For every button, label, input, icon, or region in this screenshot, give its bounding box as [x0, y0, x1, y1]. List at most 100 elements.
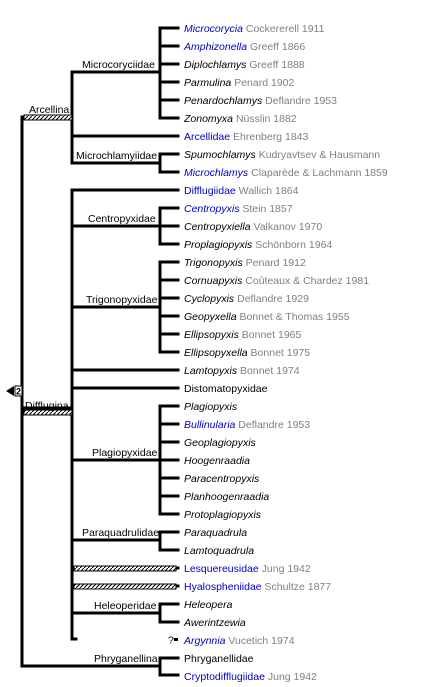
taxon-link[interactable]: Microcorycia	[184, 23, 243, 35]
taxon-authority: Bonnet & Thomas 1955	[237, 311, 350, 323]
taxon-row: Penardochlamys Deflandre 1953	[184, 95, 337, 107]
taxon-authority: Stein 1857	[239, 203, 292, 215]
taxon-authority: Schönborn 1964	[252, 239, 332, 251]
group-label-microchlamyiidae: Microchlamyiidae	[76, 150, 157, 162]
taxon-row: Awerintzewia	[183, 617, 246, 629]
taxon-row[interactable]: Amphizonella Greeff 1866	[183, 41, 305, 53]
taxon-authority: Greeff 1866	[247, 41, 305, 53]
taxon-authority: Jung 1942	[259, 563, 311, 575]
taxon-name: Lamtoquadrula	[184, 545, 254, 557]
taxon-authority: Nüsslin 1882	[233, 113, 297, 125]
taxon-name: Planhoogenraadia	[184, 491, 269, 503]
taxon-row: Distomatopyxidae	[184, 383, 268, 395]
arcellina-hatch	[23, 114, 73, 121]
taxon-authority: Vucetich 1974	[225, 635, 294, 647]
taxon-name: Distomatopyxidae	[184, 383, 268, 395]
taxon-row[interactable]: Bullinularia Deflandre 1953	[184, 419, 310, 431]
taxon-name: Phryganellidae	[184, 653, 254, 665]
taxon-name: Spumochlamys	[184, 149, 257, 161]
taxon-row[interactable]: Cryptodifflugiidae Jung 1942	[184, 671, 317, 683]
difflugina-hatch	[23, 409, 73, 416]
taxon-row: Phryganellidae	[184, 653, 254, 665]
taxon-authority: Cockererell 1911	[243, 23, 325, 35]
taxon-name: Paraquadrula	[184, 527, 247, 539]
taxon-name: Protoplagiopyxis	[184, 509, 262, 521]
taxon-row[interactable]: Centropyxis Stein 1857	[184, 203, 293, 215]
taxon-name: Heleopera	[184, 599, 233, 611]
taxon-row[interactable]: Hyalospheniidae Schultze 1877	[184, 581, 331, 593]
taxon-authority: Greeff 1888	[246, 59, 304, 71]
group-label-phryganellina: Phryganellina	[94, 653, 158, 665]
taxon-row: Paraquadrula	[184, 527, 247, 539]
taxon-row[interactable]: Arcellidae Ehrenberg 1843	[184, 131, 308, 143]
uncertain-stub	[174, 638, 178, 641]
taxon-name: Penardochlamys	[184, 95, 263, 107]
taxon-link[interactable]: Bullinularia	[184, 419, 236, 431]
taxon-link[interactable]: Arcellidae	[184, 131, 230, 143]
hatched-branches	[23, 114, 177, 590]
taxon-authority: Deflandre 1953	[262, 95, 337, 107]
taxon-name: Cornuapyxis	[184, 275, 243, 287]
taxon-row: Lamtopyxis Bonnet 1974	[184, 365, 300, 377]
taxon-row[interactable]: Microcorycia Cockererell 1911	[184, 23, 325, 35]
question-mark: ?	[168, 635, 174, 647]
taxon-name: Ellipsopyxis	[184, 329, 240, 341]
group-label-arcellina: Arcellina	[29, 104, 69, 116]
taxon-link[interactable]: Microchlamys	[184, 167, 249, 179]
group-label-microcoryciidae: Microcoryciidae	[82, 59, 155, 71]
taxon-row: Plagiopyxis	[184, 401, 238, 413]
taxon-row: Centropyxiella Valkanov 1970	[184, 221, 322, 233]
taxon-name: Geopyxella	[184, 311, 237, 323]
group-label-plagiopyxidae: Plagiopyxidae	[92, 447, 158, 459]
taxon-name: Centropyxiella	[184, 221, 251, 233]
left-arrow-icon[interactable]	[6, 386, 14, 396]
group-label-trigonopyxidae: Trigonopyxidae	[86, 294, 158, 306]
taxon-authority: Valkanov 1970	[251, 221, 323, 233]
group-label-difflugina: Difflugina	[25, 400, 69, 412]
taxon-name: Proplagiopyxis	[184, 239, 253, 251]
taxon-row: Diplochlamys Greeff 1888	[184, 59, 305, 71]
taxon-row: Cornuapyxis Coûteaux & Chardez 1981	[184, 275, 369, 287]
taxon-authority: Coûteaux & Chardez 1981	[242, 275, 369, 287]
taxon-name: Parmulina	[184, 77, 231, 89]
taxon-row: Zonomyxa Nüsslin 1882	[183, 113, 297, 125]
taxon-authority: Jung 1942	[265, 671, 317, 683]
taxon-row[interactable]: Lesquereusidae Jung 1942	[184, 563, 311, 575]
taxon-name: Cyclopyxis	[184, 293, 235, 305]
taxon-row[interactable]: Argynnia Vucetich 1974	[183, 635, 295, 647]
taxon-row: Cyclopyxis Deflandre 1929	[184, 293, 309, 305]
group-label-heleoperidae: Heleoperidae	[94, 600, 157, 612]
taxon-link[interactable]: Cryptodifflugiidae	[184, 671, 265, 683]
taxon-row: Heleopera	[184, 599, 233, 611]
taxon-row[interactable]: Microchlamys Claparède & Lachmann 1859	[184, 167, 388, 179]
taxon-name: Hoogenraadia	[184, 455, 250, 467]
taxon-link[interactable]: Argynnia	[183, 635, 226, 647]
taxon-name: Plagiopyxis	[184, 401, 238, 413]
taxon-name: Lamtopyxis	[184, 365, 238, 377]
taxon-row: Protoplagiopyxis	[184, 509, 262, 521]
taxon-link[interactable]: Amphizonella	[183, 41, 247, 53]
taxon-name: Awerintzewia	[183, 617, 246, 629]
taxon-link[interactable]: Centropyxis	[184, 203, 240, 215]
marker-number: 2	[16, 387, 21, 397]
taxon-link[interactable]: Difflugiidae	[184, 185, 236, 197]
taxon-name: Paracentropyxis	[184, 473, 260, 485]
marker-box	[14, 385, 23, 397]
taxon-authority: Bonnet 1974	[237, 365, 300, 377]
taxon-row[interactable]: Difflugiidae Wallich 1864	[184, 185, 299, 197]
taxon-row: Proplagiopyxis Schönborn 1964	[184, 239, 332, 251]
hyalospheniidae-hatch	[73, 583, 177, 590]
taxon-name: Geoplagiopyxis	[184, 437, 257, 449]
lesquereusidae-hatch	[73, 565, 177, 572]
taxon-link[interactable]: Hyalospheniidae	[184, 581, 262, 593]
taxon-authority: Penard 1912	[243, 257, 306, 269]
collapse-control[interactable]: 2	[6, 385, 23, 397]
taxon-name: Diplochlamys	[184, 59, 247, 71]
taxon-name: Trigonopyxis	[184, 257, 243, 269]
uncertain-marker: ?	[168, 635, 178, 647]
taxon-link[interactable]: Lesquereusidae	[184, 563, 259, 575]
taxon-authority: Wallich 1864	[236, 185, 299, 197]
taxon-row: Trigonopyxis Penard 1912	[184, 257, 306, 269]
taxon-authority: Ehrenberg 1843	[230, 131, 308, 143]
taxon-authority: Kudryavtsev & Hausmann	[256, 149, 380, 161]
